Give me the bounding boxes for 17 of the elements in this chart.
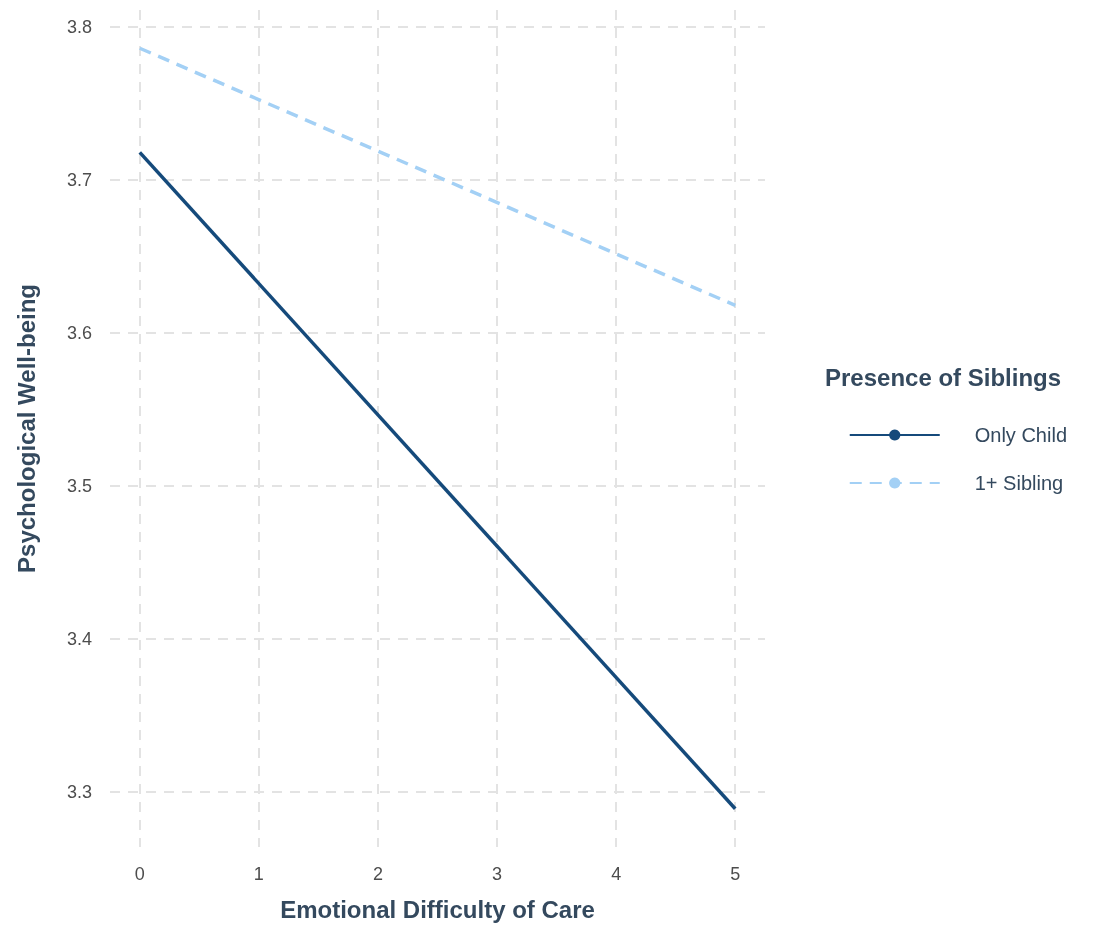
legend-title: Presence of Siblings — [825, 363, 1062, 391]
legend-label: Only Child — [974, 424, 1068, 446]
y-tick-label: 3.4 — [66, 628, 92, 649]
y-axis-title: Psychological Well-being — [12, 284, 40, 573]
y-tick-label: 3.7 — [66, 169, 92, 190]
x-tick-label: 0 — [134, 864, 145, 884]
x-tick-label: 4 — [611, 864, 622, 884]
x-tick-label: 5 — [730, 864, 741, 884]
y-tick-label: 3.5 — [66, 475, 92, 496]
y-tick-label: 3.6 — [66, 322, 92, 343]
x-axis-title: Emotional Difficulty of Care — [280, 895, 595, 923]
x-tick-label: 3 — [492, 864, 503, 884]
y-tick-label: 3.3 — [66, 781, 92, 802]
y-tick-label: 3.8 — [66, 16, 92, 37]
x-tick-label: 2 — [372, 864, 383, 884]
x-tick-label: 1 — [253, 864, 264, 884]
legend-label: 1+ Sibling — [974, 472, 1064, 494]
